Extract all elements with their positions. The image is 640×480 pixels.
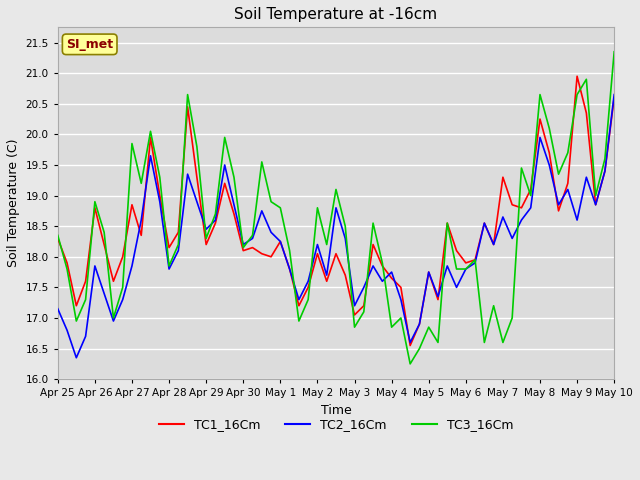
X-axis label: Time: Time bbox=[321, 404, 351, 417]
Title: Soil Temperature at -16cm: Soil Temperature at -16cm bbox=[234, 7, 438, 22]
Legend: TC1_16Cm, TC2_16Cm, TC3_16Cm: TC1_16Cm, TC2_16Cm, TC3_16Cm bbox=[154, 413, 518, 436]
Y-axis label: Soil Temperature (C): Soil Temperature (C) bbox=[7, 139, 20, 267]
Text: SI_met: SI_met bbox=[66, 38, 113, 51]
